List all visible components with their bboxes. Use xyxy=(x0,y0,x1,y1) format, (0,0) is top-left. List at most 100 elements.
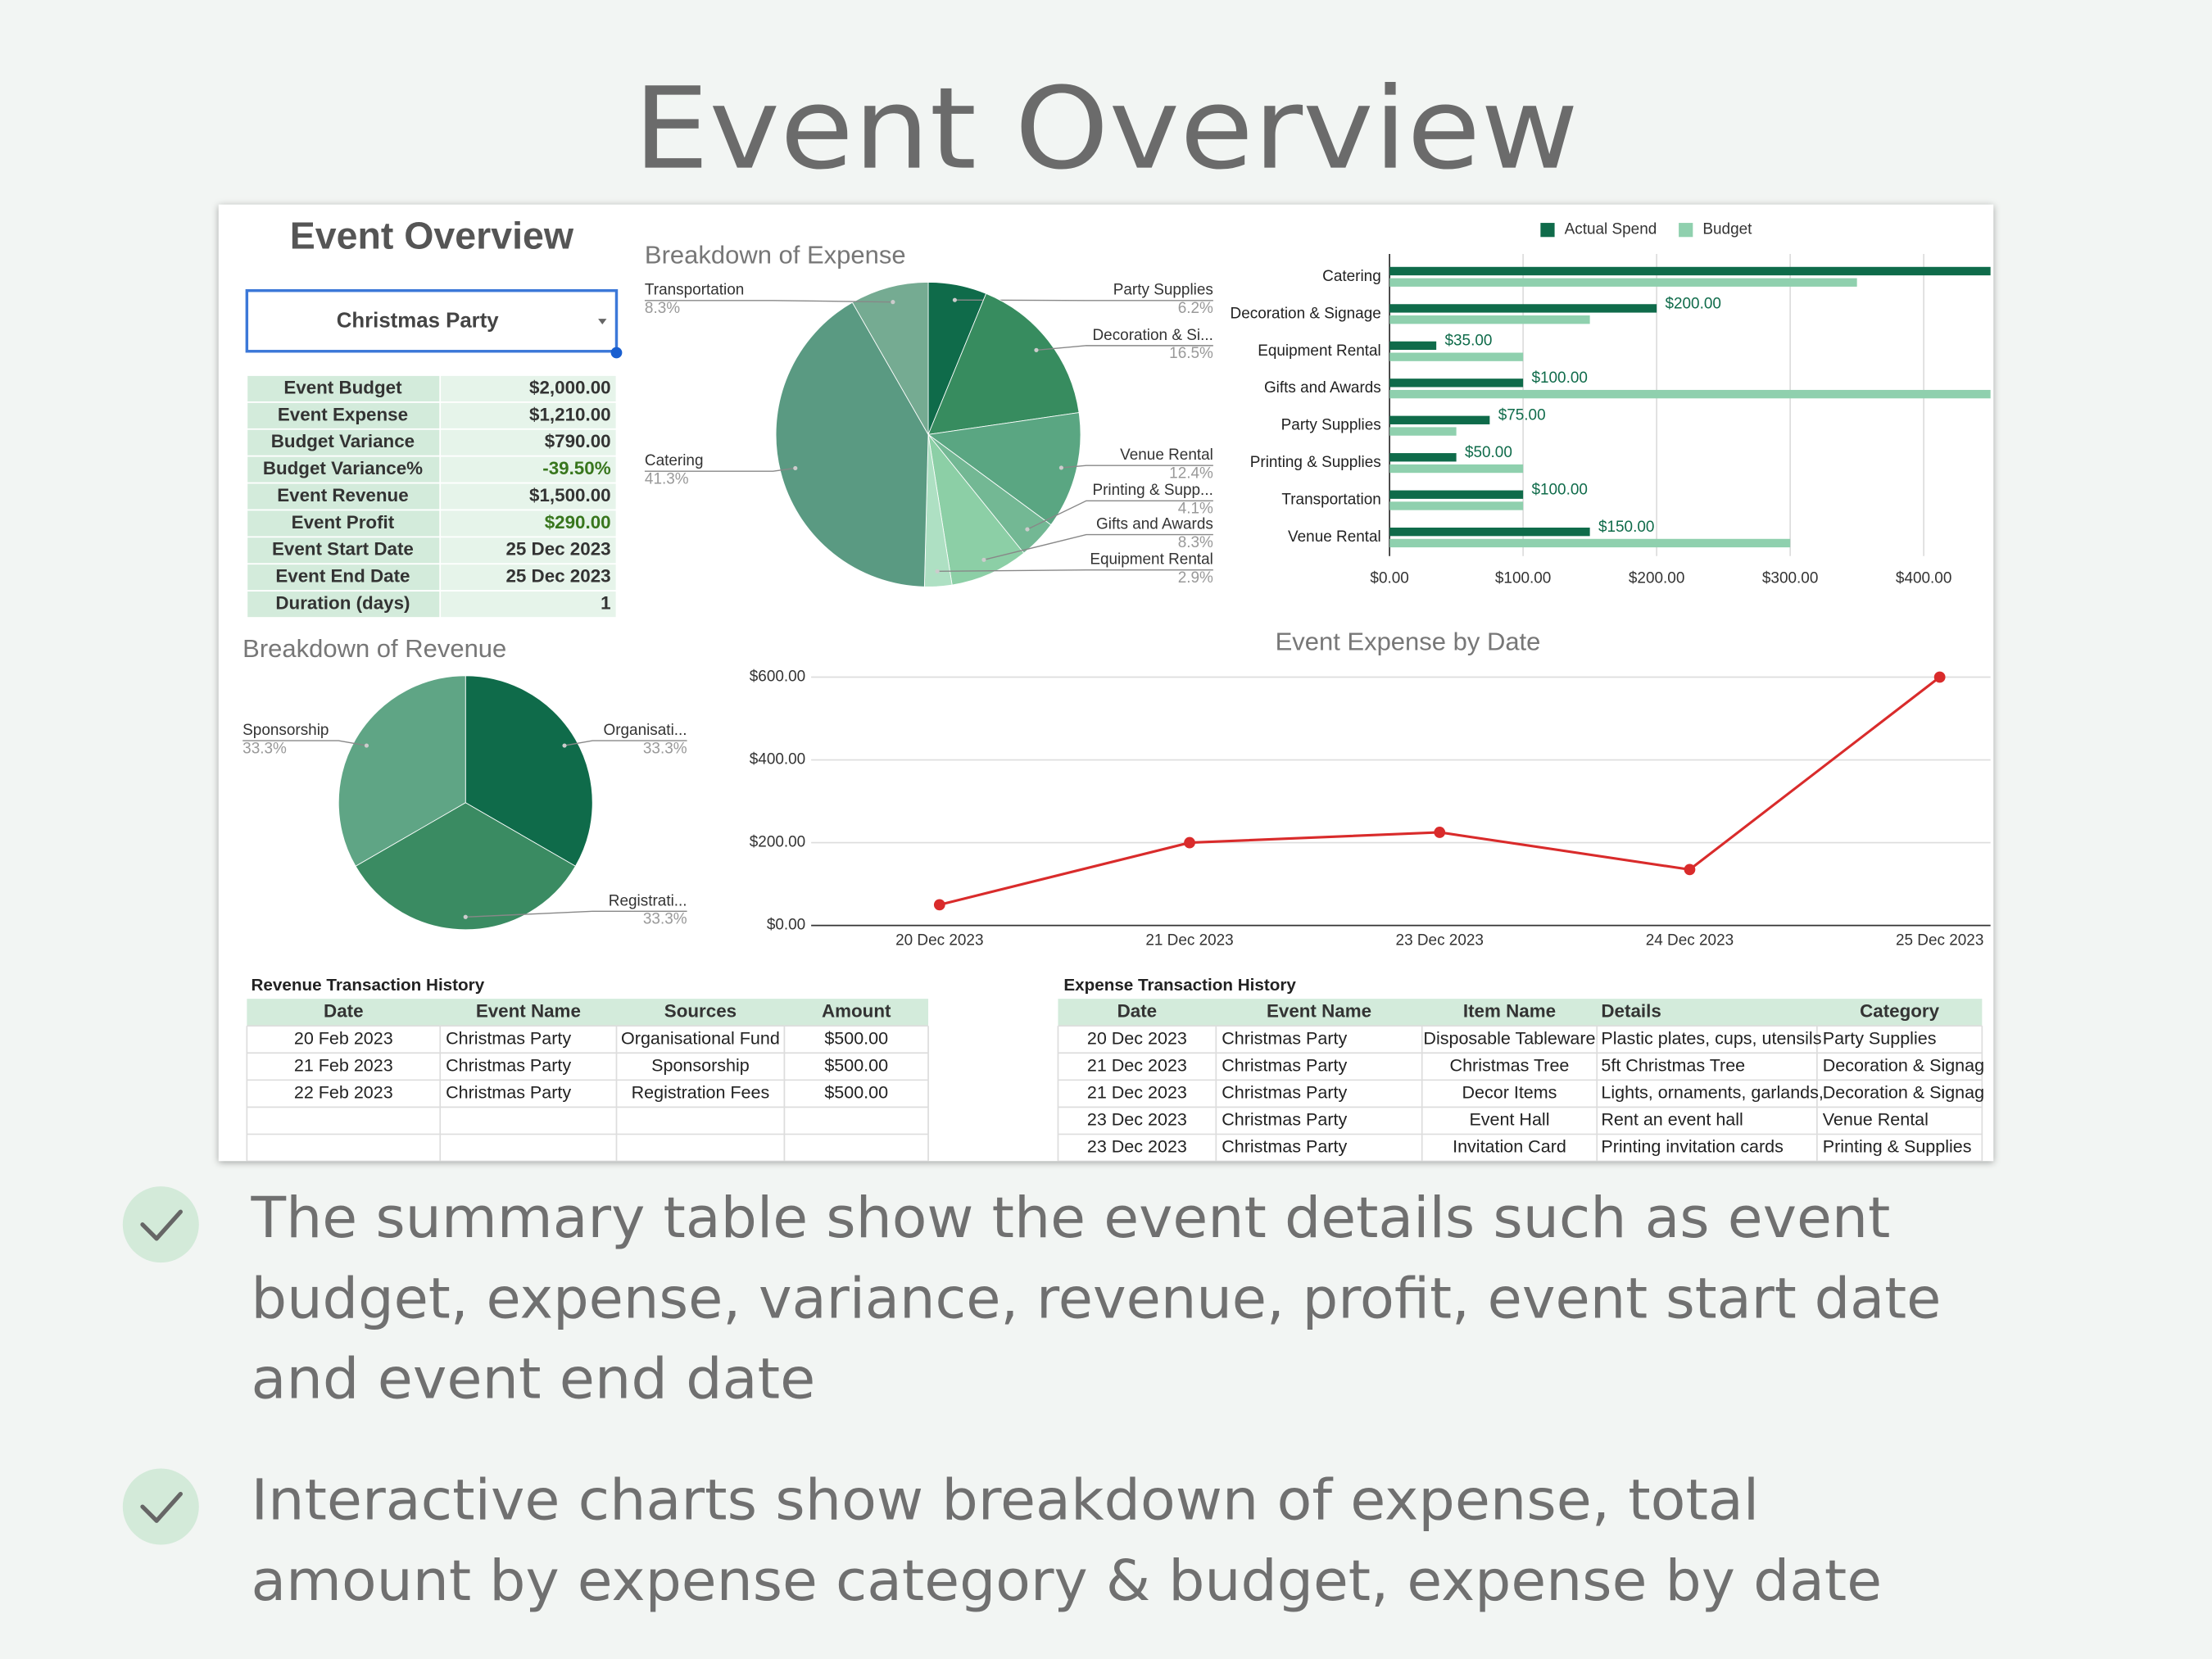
slice-value-label: 4.1% xyxy=(1178,501,1213,518)
dashboard: Event Overview Christmas Party Event Bud… xyxy=(243,214,1991,1162)
table-cell: Rent an event hall xyxy=(1601,1110,1743,1130)
category-label: Catering xyxy=(1322,268,1381,285)
y-tick-label: $200.00 xyxy=(750,834,805,851)
line-point xyxy=(1434,827,1446,838)
leader-line xyxy=(465,910,687,918)
table-cell: Christmas Party xyxy=(1222,1137,1347,1157)
summary-value-cell xyxy=(439,563,618,592)
bar xyxy=(1389,315,1590,324)
table-cell: Printing & Supplies xyxy=(1823,1137,1972,1157)
x-tick-label: $100.00 xyxy=(1495,569,1551,587)
table-title: Revenue Transaction History xyxy=(252,976,485,995)
pie-slice xyxy=(927,292,1080,435)
leader-line xyxy=(937,569,1213,573)
slice-value-label: 8.3% xyxy=(1178,534,1213,551)
table-cell: Christmas Party xyxy=(1222,1055,1347,1075)
leader-line xyxy=(644,467,796,472)
x-tick-label: 25 Dec 2023 xyxy=(1896,932,1983,950)
bullet-text: The summary table show the event details… xyxy=(250,1185,1890,1251)
summary-value: -39.50% xyxy=(542,458,610,478)
check-icon-bg xyxy=(122,1468,199,1545)
bar xyxy=(1389,427,1457,436)
line-point xyxy=(1184,836,1195,849)
slice-label: Catering xyxy=(645,452,704,469)
table-header: Details xyxy=(1601,1001,1661,1022)
slice-value-label: 16.5% xyxy=(1169,345,1213,362)
bullet-text: amount by expense category & budget, exp… xyxy=(252,1548,1883,1614)
table-cell: Disposable Tableware xyxy=(1423,1028,1595,1048)
table-header: Sources xyxy=(664,1001,737,1022)
slice-label: Printing & Supp... xyxy=(1092,482,1213,499)
table-title: Expense Transaction History xyxy=(1063,976,1296,995)
dropdown-value[interactable]: Christmas Party xyxy=(337,309,500,332)
table-header: Category xyxy=(1860,1001,1940,1022)
bar xyxy=(1389,266,1991,276)
bar xyxy=(1389,389,1991,399)
dropdown-arrow[interactable] xyxy=(598,319,607,325)
table-header: Date xyxy=(324,1001,364,1022)
table-cell: $500.00 xyxy=(824,1055,888,1075)
check-icon xyxy=(140,1491,183,1523)
bar xyxy=(1389,304,1657,313)
x-tick-label: $0.00 xyxy=(1370,569,1408,587)
table-cell: 20 Feb 2023 xyxy=(294,1028,393,1048)
table-cell: 23 Dec 2023 xyxy=(1087,1137,1187,1157)
table-header: Event Name xyxy=(1267,1001,1371,1022)
summary-label-cell xyxy=(246,536,442,565)
bar xyxy=(1389,453,1457,462)
summary-label: Event Budget xyxy=(283,377,402,397)
slice-label: Gifts and Awards xyxy=(1096,516,1213,533)
table-cell: Party Supplies xyxy=(1823,1028,1937,1048)
leader-dot xyxy=(793,465,798,471)
slice-value-label: 12.4% xyxy=(1169,465,1213,483)
summary-value: $790.00 xyxy=(545,431,611,451)
category-label: Venue Rental xyxy=(1288,528,1381,546)
summary-value: $1,210.00 xyxy=(529,404,611,424)
page-title: Event Overview xyxy=(633,64,1579,195)
line-point xyxy=(1684,863,1696,876)
summary-value: 1 xyxy=(601,592,610,613)
summary-value: $1,500.00 xyxy=(529,485,611,505)
slice-label: Organisati... xyxy=(603,722,687,739)
bar-value-label: $35.00 xyxy=(1444,333,1492,350)
table-cell: 21 Dec 2023 xyxy=(1087,1083,1187,1103)
summary-label-cell xyxy=(246,482,442,511)
summary-value-cell xyxy=(439,455,618,484)
bullet-text: and event end date xyxy=(252,1347,816,1412)
slice-value-label: 41.3% xyxy=(645,470,689,487)
leader-dot xyxy=(981,557,986,562)
table-header: Event Name xyxy=(476,1001,581,1022)
table-cell: 20 Dec 2023 xyxy=(1087,1028,1187,1048)
pie-slice xyxy=(465,675,593,867)
category-label: Equipment Rental xyxy=(1258,342,1381,360)
leader-dot xyxy=(935,569,940,573)
bar xyxy=(1389,538,1791,548)
table-header: Item Name xyxy=(1463,1001,1556,1022)
table-header: Date xyxy=(1117,1001,1158,1022)
summary-value-cell xyxy=(439,509,618,538)
bullet-text: Interactive charts show breakdown of exp… xyxy=(252,1468,1760,1534)
check-icon xyxy=(140,1209,183,1241)
chart-title: Breakdown of Expense xyxy=(645,241,906,270)
leader-dot xyxy=(1034,347,1039,352)
leader-dot xyxy=(952,297,958,302)
leader-dot xyxy=(1025,527,1030,532)
table-cell: $500.00 xyxy=(824,1028,888,1048)
leader-line xyxy=(564,740,687,746)
category-label: Decoration & Signage xyxy=(1231,305,1381,322)
line-point xyxy=(933,899,945,911)
summary-value: $290.00 xyxy=(545,512,611,533)
table-cell: Registration Fees xyxy=(632,1083,770,1103)
legend-label: Budget xyxy=(1702,221,1752,238)
leader-dot xyxy=(364,743,369,748)
dropdown-box[interactable] xyxy=(245,288,619,353)
bar-value-label: $75.00 xyxy=(1498,407,1546,424)
summary-label: Event Start Date xyxy=(272,539,414,560)
summary-value: 25 Dec 2023 xyxy=(505,539,610,560)
slice-value-label: 2.9% xyxy=(1178,569,1213,587)
leader-dot xyxy=(1058,465,1063,470)
table-cell: $500.00 xyxy=(824,1083,888,1103)
slice-value-label: 33.3% xyxy=(643,740,687,757)
event-dropdown[interactable]: Christmas Party xyxy=(245,288,623,359)
